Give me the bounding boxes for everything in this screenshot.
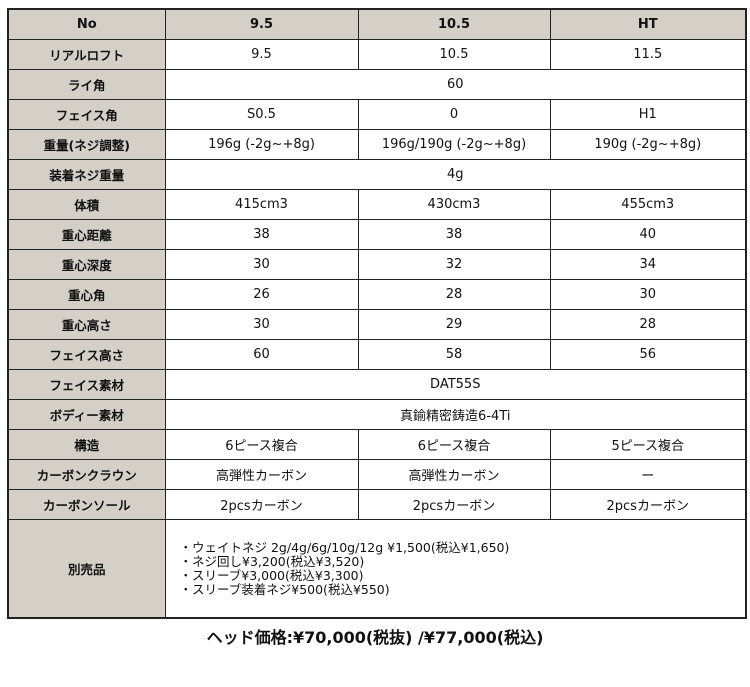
row-value: 2pcsカーボン (164, 489, 359, 520)
row-value: 415cm3 (164, 189, 359, 220)
table-row: リアルロフト 9.5 10.5 11.5 (7, 39, 747, 70)
row-value: 56 (549, 339, 747, 370)
table-row: ライ角 60 (7, 69, 747, 100)
row-label: ボディー素材 (7, 399, 166, 430)
row-value: 6ピース複合 (357, 429, 551, 460)
row-label: フェイス高さ (7, 339, 166, 370)
extras-item: ・ネジ回し¥3,200(税込¥3,520) (179, 553, 365, 569)
table-row: 構造 6ピース複合 6ピース複合 5ピース複合 (7, 429, 747, 460)
header-label: No (7, 8, 166, 40)
row-value: 38 (164, 219, 359, 250)
extras-label: 別売品 (7, 519, 166, 619)
table-row: フェイス素材 DAT55S (7, 369, 747, 400)
row-label: 重心深度 (7, 249, 166, 280)
row-value: 196g/190g (-2g~+8g) (357, 129, 551, 160)
header-col: 10.5 (357, 8, 551, 40)
row-label: ライ角 (7, 69, 166, 100)
row-value: 430cm3 (357, 189, 551, 220)
row-value: S0.5 (164, 99, 359, 130)
table-row: 重心距離 38 38 40 (7, 219, 747, 250)
row-label: 重心高さ (7, 309, 166, 340)
row-label: フェイス角 (7, 99, 166, 130)
spec-table: No 9.5 10.5 HT リアルロフト 9.5 10.5 11.5 ライ角 60 フェイ… (7, 8, 747, 619)
header-row: No 9.5 10.5 HT (7, 8, 747, 40)
row-value: 34 (549, 249, 747, 280)
extras-row: 別売品 ・ウェイトネジ 2g/4g/6g/10g/12g ¥1,500(税込¥1,… (7, 519, 747, 619)
row-value: 28 (357, 279, 551, 310)
row-value: 29 (357, 309, 551, 340)
row-value: ー (549, 459, 747, 490)
row-label: 構造 (7, 429, 166, 460)
row-value: 2pcsカーボン (357, 489, 551, 520)
row-label: 体積 (7, 189, 166, 220)
row-value: H1 (549, 99, 747, 130)
row-value: 196g (-2g~+8g) (164, 129, 359, 160)
row-value: 2pcsカーボン (549, 489, 747, 520)
table-row: 重心角 26 28 30 (7, 279, 747, 310)
row-label: カーボンクラウン (7, 459, 166, 490)
row-value: DAT55S (164, 369, 747, 400)
head-price: ヘッド価格:¥70,000(税抜) /¥77,000(税込) (206, 628, 544, 647)
row-value: 10.5 (357, 39, 551, 70)
row-value: 30 (164, 249, 359, 280)
table-row: ボディー素材 真鍮精密鋳造6-4Ti (7, 399, 747, 430)
row-label: カーボンソール (7, 489, 166, 520)
row-value: 60 (164, 339, 359, 370)
table-row: 装着ネジ重量 4g (7, 159, 747, 190)
row-value: 真鍮精密鋳造6-4Ti (164, 399, 747, 430)
table-row: 重量(ネジ調整) 196g (-2g~+8g) 196g/190g (-2g~+8g… (7, 129, 747, 160)
row-value: 0 (357, 99, 551, 130)
header-col: 9.5 (164, 8, 359, 40)
row-value: 5ピース複合 (549, 429, 747, 460)
row-value: 26 (164, 279, 359, 310)
row-value: 30 (549, 279, 747, 310)
table-row: カーボンソール 2pcsカーボン 2pcsカーボン 2pcsカーボン (7, 489, 747, 520)
row-label: 重量(ネジ調整) (7, 129, 166, 160)
row-value: 11.5 (549, 39, 747, 70)
row-label: 重心距離 (7, 219, 166, 250)
row-value: 高弾性カーボン (357, 459, 551, 490)
header-col: HT (549, 8, 747, 40)
table-row: 体積 415cm3 430cm3 455cm3 (7, 189, 747, 220)
row-value: 4g (164, 159, 747, 190)
row-value: 32 (357, 249, 551, 280)
row-label: リアルロフト (7, 39, 166, 70)
table-row: フェイス高さ 60 58 56 (7, 339, 747, 370)
row-value: 28 (549, 309, 747, 340)
row-value: 455cm3 (549, 189, 747, 220)
extras-item: ・ウェイトネジ 2g/4g/6g/10g/12g ¥1,500(税込¥1,650… (179, 539, 510, 555)
row-value: 40 (549, 219, 747, 250)
table-row: 重心深度 30 32 34 (7, 249, 747, 280)
row-value: 6ピース複合 (164, 429, 359, 460)
row-value: 高弾性カーボン (164, 459, 359, 490)
extras-list: ・ウェイトネジ 2g/4g/6g/10g/12g ¥1,500(税込¥1,650… (164, 519, 747, 619)
extras-item: ・スリーブ装着ネジ¥500(税込¥550) (179, 581, 390, 597)
row-value: 190g (-2g~+8g) (549, 129, 747, 160)
table-row: カーボンクラウン 高弾性カーボン 高弾性カーボンー (7, 459, 747, 490)
table-row: フェイス角 S0.5 0 H1 (7, 99, 747, 130)
extras-item: ・スリーブ¥3,000(税込¥3,300) (179, 567, 364, 583)
row-value: 30 (164, 309, 359, 340)
row-label: 装着ネジ重量 (7, 159, 166, 190)
row-label: フェイス素材 (7, 369, 166, 400)
table-row: 重心高さ 30 29 28 (7, 309, 747, 340)
row-value: 9.5 (164, 39, 359, 70)
row-label: 重心角 (7, 279, 166, 310)
row-value: 58 (357, 339, 551, 370)
row-value: 60 (164, 69, 747, 100)
row-value: 38 (357, 219, 551, 250)
